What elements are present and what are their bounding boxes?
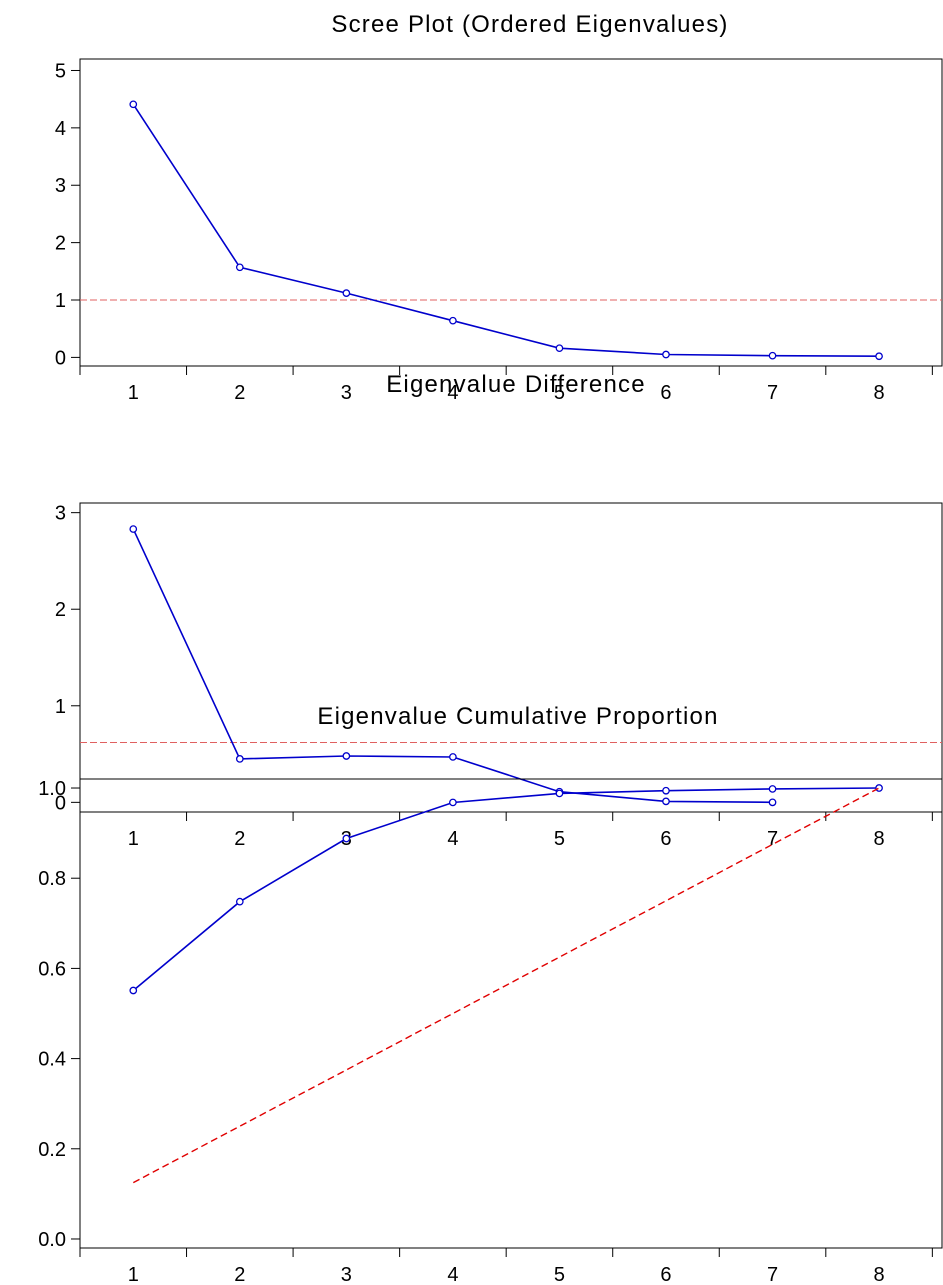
data-point	[662, 786, 670, 795]
y-tick-label: 0.2	[38, 1139, 66, 1161]
x-tick-label: 1	[128, 1264, 139, 1285]
x-tick-label: 6	[660, 828, 671, 850]
x-tick-label: 1	[128, 382, 139, 404]
plot-frame	[79, 58, 943, 367]
data-point	[662, 797, 670, 806]
scree-plot-panel: Scree Plot (Ordered Eigenvalues) 0 1 2 3 4 5 1…	[55, 11, 943, 404]
y-tick-label: 0	[55, 792, 66, 814]
x-tick-label: 7	[767, 382, 778, 404]
data-point	[449, 753, 457, 761]
x-tick-label: 2	[234, 382, 245, 404]
x-tick-label: 6	[660, 1264, 671, 1285]
plot-frame	[79, 778, 943, 1249]
reference-diagonal-line	[132, 787, 880, 1184]
y-tick-label: 1.0	[38, 778, 66, 800]
data-point	[875, 784, 883, 792]
data-point	[342, 289, 351, 297]
x-tick-label: 3	[341, 1264, 352, 1285]
y-tick-label: 5	[55, 60, 66, 82]
y-tick-label: 3	[55, 175, 66, 197]
y-tick-label: 0.6	[38, 958, 66, 980]
y-tick-label: 2	[55, 233, 66, 255]
x-tick-label: 1	[128, 828, 139, 850]
data-point	[235, 755, 244, 763]
y-tick-label: 0	[55, 347, 66, 369]
x-tick-label: 2	[234, 1264, 245, 1285]
data-point	[449, 316, 457, 325]
data-point	[342, 752, 351, 760]
x-tick-label: 5	[554, 1264, 565, 1285]
x-tick-label: 5	[554, 382, 565, 404]
data-point	[342, 834, 351, 843]
x-tick-label: 8	[874, 828, 885, 850]
data-point	[129, 986, 138, 995]
y-tick-label: 0.0	[38, 1229, 66, 1251]
x-tick-label: 8	[874, 382, 885, 404]
cumulative-proportion-panel: Eigenvalue Cumulative Proportion 0.0 0.2 0…	[38, 703, 943, 1285]
y-tick-label: 1	[55, 696, 66, 718]
chart-title: Eigenvalue Cumulative Proportion	[317, 703, 718, 730]
x-tick-label: 2	[234, 828, 245, 850]
data-point	[129, 525, 138, 533]
x-tick-label: 4	[447, 828, 458, 850]
data-point	[235, 897, 244, 906]
y-tick-label: 1	[55, 290, 66, 312]
y-tick-label: 3	[55, 503, 66, 525]
x-tick-label: 6	[660, 382, 671, 404]
series-line	[132, 528, 773, 804]
x-tick-label: 3	[341, 382, 352, 404]
data-point	[449, 798, 457, 807]
y-tick-label: 0.8	[38, 868, 66, 890]
data-point	[768, 351, 777, 360]
x-tick-label: 8	[874, 1264, 885, 1285]
x-tick-label: 5	[554, 828, 565, 850]
series-line	[132, 787, 880, 992]
chart-title: Scree Plot (Ordered Eigenvalues)	[331, 11, 728, 38]
y-tick-label: 0.4	[38, 1049, 66, 1071]
plot-frame	[79, 502, 943, 813]
eigenvalue-difference-panel: Eigenvalue Difference 0 1 2 3 1 2 3 4 5 6 7 8	[55, 371, 943, 850]
data-point	[555, 789, 564, 798]
data-point	[555, 344, 564, 353]
series-line	[132, 103, 880, 358]
data-point	[662, 350, 670, 359]
x-tick-label: 7	[767, 828, 778, 850]
x-tick-label: 7	[767, 1264, 778, 1285]
data-point	[768, 798, 777, 807]
data-point	[875, 352, 883, 361]
y-tick-label: 4	[55, 118, 66, 140]
data-point	[129, 100, 138, 109]
x-tick-label: 4	[447, 1264, 458, 1285]
data-point	[768, 785, 777, 793]
data-point	[235, 263, 244, 272]
chart-title: Eigenvalue Difference	[386, 371, 646, 398]
y-tick-label: 2	[55, 599, 66, 621]
x-tick-label: 4	[447, 382, 458, 404]
